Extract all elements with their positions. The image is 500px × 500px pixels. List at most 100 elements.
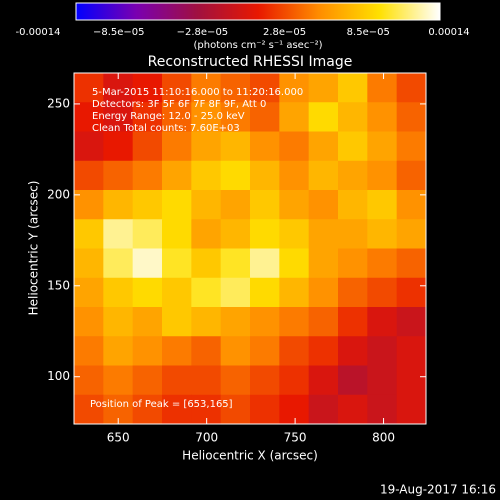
image-cell: [220, 336, 251, 366]
image-cell: [367, 307, 398, 337]
image-cell: [338, 307, 368, 337]
image-cell: [396, 131, 427, 162]
x-axis-label: Heliocentric X (arcsec): [182, 449, 318, 463]
colorbar: [75, 2, 441, 21]
image-cell: [74, 102, 104, 132]
image-cell: [250, 73, 280, 103]
image-cell: [191, 190, 222, 220]
image-cell: [74, 277, 104, 308]
image-cell: [279, 190, 310, 220]
footer: 19-Aug-2017 16:16: [380, 483, 496, 497]
image-cell: [74, 307, 104, 337]
image-cell: [250, 102, 280, 132]
annotation: Energy Range: 12.0 - 25.0 keV: [92, 111, 245, 122]
image-cell: [396, 160, 427, 191]
image-cell: [132, 160, 163, 191]
image-cell: [308, 394, 339, 425]
image-cell: [250, 248, 280, 279]
image-cell: [103, 131, 134, 162]
y-tick-label: 250: [47, 96, 70, 110]
image-cell: [103, 336, 134, 366]
image-cell: [74, 394, 104, 425]
image-cell: [250, 190, 280, 220]
image-cell: [162, 277, 192, 308]
image-cell: [191, 307, 222, 337]
image-cell: [396, 365, 427, 396]
colorbar-tick-label: -0.00014: [16, 27, 61, 38]
image-cell: [162, 248, 192, 279]
y-tick-label: 100: [47, 369, 70, 383]
image-cell: [396, 277, 427, 308]
image-cell: [279, 277, 310, 308]
image-cell: [338, 219, 368, 249]
image-cell: [103, 219, 134, 249]
image-cell: [308, 102, 339, 132]
image-cell: [191, 248, 222, 279]
image-cell: [279, 131, 310, 162]
image-cell: [308, 219, 339, 249]
image-cell: [103, 190, 134, 220]
image-cell: [74, 248, 104, 279]
image-cell: [220, 219, 251, 249]
y-axis-label: Heliocentric Y (arcsec): [27, 181, 41, 316]
image-cell: [338, 394, 368, 425]
image-cell: [279, 248, 310, 279]
image-cell: [367, 131, 398, 162]
image-cell: [132, 73, 163, 103]
image-cell: [396, 219, 427, 249]
image-cell: [191, 365, 222, 396]
image-cell: [103, 160, 134, 191]
x-tick-label: 800: [372, 431, 395, 445]
image-cell: [338, 365, 368, 396]
image-cell: [279, 394, 310, 425]
image-cell: [279, 73, 310, 103]
image-cell: [132, 394, 163, 425]
image-cell: [220, 394, 251, 425]
image-cell: [338, 131, 368, 162]
image-cell: [220, 307, 251, 337]
image-cell: [220, 277, 251, 308]
image-cell: [250, 307, 280, 337]
colorbar-tick-label: −8.5e−05: [93, 27, 145, 38]
x-tick-label: 700: [195, 431, 218, 445]
image-cell: [308, 73, 339, 103]
image-cell: [308, 307, 339, 337]
image-cell: [396, 394, 427, 425]
image-cell: [162, 307, 192, 337]
image-cell: [338, 102, 368, 132]
image-cell: [308, 336, 339, 366]
annotation: 5-Mar-2015 11:10:16.000 to 11:20:16.000: [92, 87, 303, 98]
image-cell: [279, 160, 310, 191]
image-cell: [250, 277, 280, 308]
image-cell: [191, 102, 222, 132]
image-cell: [396, 73, 427, 103]
colorbar-tick-label: −2.8e−05: [177, 27, 229, 38]
image-cell: [250, 394, 280, 425]
image-cell: [103, 307, 134, 337]
image-cell: [162, 190, 192, 220]
image-cell: [162, 365, 192, 396]
image-cell: [250, 160, 280, 191]
image-cell: [132, 248, 163, 279]
image-cell: [220, 102, 251, 132]
image-cell: [308, 248, 339, 279]
image-cell: [308, 160, 339, 191]
image-cell: [191, 131, 222, 162]
image-cell: [132, 190, 163, 220]
image-cell: [367, 102, 398, 132]
image-cell: [74, 73, 104, 103]
annotation: Clean Total counts: 7.60E+03: [92, 123, 240, 134]
annotation: Detectors: 3F 5F 6F 7F 8F 9F, Att 0: [92, 99, 266, 110]
image-cell: [220, 131, 251, 162]
image-cell: [132, 102, 163, 132]
image-cell: [367, 219, 398, 249]
image-cell: [220, 248, 251, 279]
image-cell: [162, 219, 192, 249]
image-cell: [396, 248, 427, 279]
image-cell: [162, 394, 192, 425]
image-cell: [162, 73, 192, 103]
image-cell: [338, 73, 368, 103]
image-cell: [367, 160, 398, 191]
image-cell: [338, 336, 368, 366]
y-tick-label: 200: [47, 187, 70, 201]
